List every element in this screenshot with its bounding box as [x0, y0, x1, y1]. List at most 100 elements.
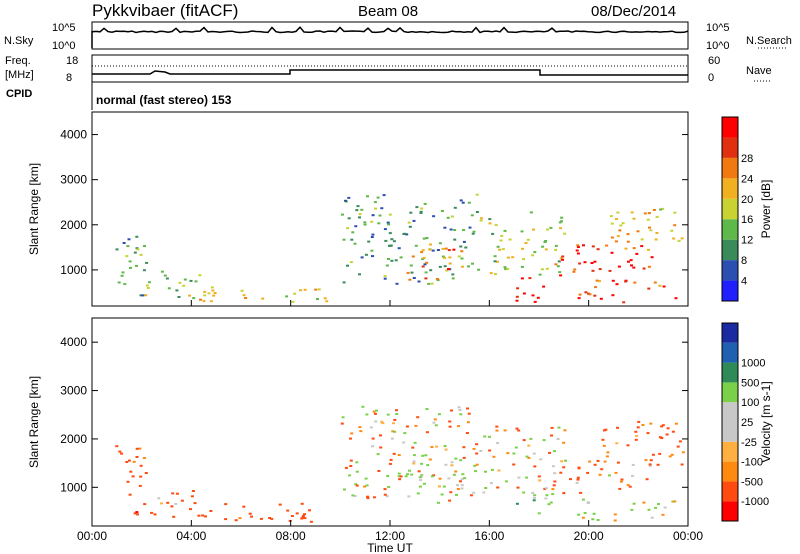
echo-cell — [504, 268, 508, 271]
echo-cell — [160, 502, 163, 505]
echo-cell — [125, 255, 129, 258]
echo-cell — [435, 278, 439, 280]
echo-cell — [291, 300, 295, 303]
echo-cell — [285, 295, 289, 298]
echo-cell — [452, 248, 456, 251]
echo-cell — [525, 455, 529, 458]
nsky-trace — [91, 26, 689, 48]
x-tick-label: 20:00 — [574, 529, 604, 543]
station-title: Pykkvibaer (fitACF) — [92, 1, 238, 20]
echo-cell — [430, 282, 434, 285]
echo-cell — [133, 251, 137, 254]
echo-cell — [602, 444, 606, 447]
echo-cell — [538, 273, 542, 276]
echo-cell — [451, 273, 455, 276]
echo-cell — [122, 242, 126, 244]
echo-cell — [392, 422, 395, 425]
echo-cell — [454, 470, 458, 473]
echo-cell — [598, 268, 602, 271]
echo-cell — [650, 516, 654, 519]
echo-cell — [395, 282, 399, 285]
echo-cell — [640, 238, 644, 241]
echo-cell — [153, 513, 157, 516]
colorbar-band — [722, 260, 738, 281]
echo-cell — [373, 201, 377, 204]
echo-cell — [500, 234, 504, 237]
colorbar-band — [722, 178, 738, 199]
echo-cell — [355, 484, 359, 487]
echo-cell — [364, 477, 368, 480]
echo-cell — [454, 457, 458, 460]
echo-cell — [423, 263, 427, 266]
echo-cell — [407, 221, 411, 224]
echo-cell — [270, 517, 274, 520]
echo-cell — [240, 289, 244, 292]
echo-cell — [366, 495, 370, 498]
echo-cell — [533, 251, 537, 254]
echo-cell — [553, 472, 557, 475]
echo-cell — [619, 480, 623, 483]
echo-cell — [180, 499, 184, 502]
echo-cell — [126, 245, 130, 248]
echo-cell — [564, 459, 567, 462]
echo-cell — [422, 482, 426, 485]
colorbar-tick-label: 500 — [741, 377, 759, 389]
echo-cell — [393, 418, 397, 421]
echo-cell — [488, 449, 492, 452]
echo-cell — [453, 206, 457, 209]
echo-cell — [631, 474, 634, 477]
echo-cell — [390, 259, 394, 262]
echo-cell — [554, 248, 558, 251]
power-panel-frame — [91, 111, 689, 307]
velocity-colorbar-label: Velocity [m s-1] — [759, 381, 773, 462]
echo-cell — [643, 212, 647, 215]
echo-cell — [127, 238, 131, 241]
echo-cell — [419, 210, 423, 213]
echo-cell — [444, 448, 448, 451]
echo-cell — [460, 250, 464, 253]
echo-cell — [477, 268, 481, 271]
echo-cell — [446, 216, 450, 219]
echo-cell — [658, 284, 662, 287]
echo-cell — [393, 430, 397, 433]
echo-cell — [420, 474, 424, 477]
echo-cell — [447, 268, 450, 271]
echo-cell — [635, 434, 639, 437]
echo-cell — [388, 462, 392, 465]
echo-cell — [135, 247, 139, 250]
echo-cell — [420, 462, 424, 465]
echo-cell — [576, 252, 580, 255]
echo-cell — [411, 446, 415, 449]
echo-cell — [371, 233, 375, 236]
echo-cell — [654, 506, 658, 509]
echo-cell — [402, 233, 406, 235]
echo-cell — [300, 517, 304, 520]
echo-cell — [388, 244, 391, 247]
echo-cell — [293, 292, 297, 295]
echo-cell — [407, 495, 411, 498]
echo-cell — [436, 249, 440, 251]
echo-cell — [489, 482, 493, 485]
echo-cell — [387, 486, 391, 488]
echo-cell — [616, 211, 620, 214]
echo-cell — [209, 300, 213, 303]
echo-cell — [581, 498, 585, 501]
echo-cell — [615, 442, 619, 445]
echo-cell — [592, 512, 596, 515]
echo-cell — [576, 478, 580, 481]
echo-cell — [139, 475, 143, 478]
echo-cell — [591, 245, 595, 248]
echo-cell — [649, 229, 653, 232]
echo-cell — [424, 277, 428, 280]
colorbar-band — [722, 481, 738, 502]
echo-cell — [303, 288, 307, 291]
y-tick-label: 4000 — [60, 335, 87, 349]
echo-cell — [479, 450, 483, 452]
echo-cell — [590, 262, 594, 264]
echo-cell — [353, 495, 357, 497]
echo-cell — [349, 465, 353, 467]
echo-cell — [490, 468, 494, 471]
echo-cell — [412, 219, 416, 222]
echo-cell — [379, 434, 382, 437]
echo-cell — [560, 220, 563, 223]
